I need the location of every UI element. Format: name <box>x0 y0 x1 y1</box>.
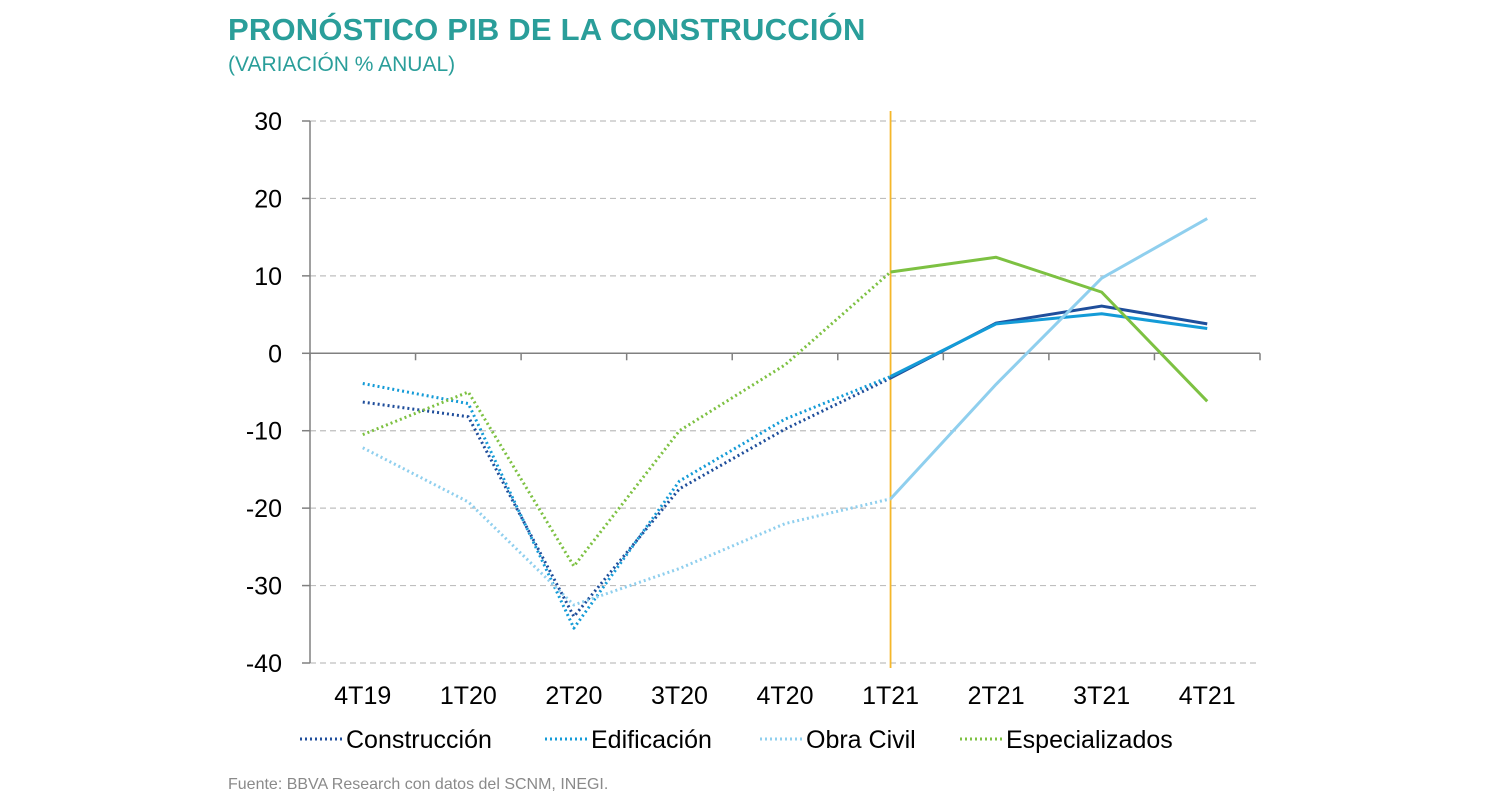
y-tick-label: -30 <box>246 573 282 601</box>
x-tick-label: 1T20 <box>440 682 497 710</box>
legend-label: Construcción <box>346 726 492 754</box>
legend-label: Edificación <box>591 726 712 754</box>
legend-label: Obra Civil <box>806 726 916 754</box>
y-tick-label: -40 <box>246 650 282 678</box>
x-tick-labels: 4T19 1T20 2T20 3T20 4T20 1T21 2T21 3T21 4T21 <box>334 682 1235 710</box>
x-tick-label: 4T20 <box>757 682 814 710</box>
y-tick-labels: 30 20 10 0 -10 -20 -30 -40 <box>246 108 282 678</box>
series-especializados-historical <box>362 270 892 568</box>
x-tick-label: 3T20 <box>651 682 708 710</box>
x-tick-label: 2T21 <box>968 682 1025 710</box>
series-especializados-forecast <box>890 255 1209 403</box>
x-tick-label: 1T21 <box>862 682 919 710</box>
x-tick-label: 2T20 <box>545 682 602 710</box>
series-edificacion-forecast <box>889 312 1208 378</box>
source-note: Fuente: BBVA Research con datos del SCNM… <box>228 776 609 793</box>
axes <box>302 111 1261 668</box>
series-construccion-historical <box>362 376 892 619</box>
chart-subtitle: (VARIACIÓN % ANUAL) <box>228 53 456 76</box>
chart-title: PRONÓSTICO PIB DE LA CONSTRUCCIÓN <box>228 12 866 47</box>
legend: Construcción Edificación Obra Civil Especia… <box>300 726 1173 754</box>
series-obra-civil-historical <box>362 446 891 607</box>
x-tick-label: 4T21 <box>1179 682 1236 710</box>
x-tick-label: 4T19 <box>334 682 391 710</box>
series-construccion-forecast <box>889 304 1208 380</box>
y-tick-label: -10 <box>246 418 282 446</box>
line-chart: 30 20 10 0 -10 -20 -30 -40 4T19 1T20 2T20 3T20 4T20… <box>246 108 1261 754</box>
x-tick-label: 3T21 <box>1073 682 1130 710</box>
y-tick-label: 10 <box>254 263 282 291</box>
y-tick-label: 0 <box>268 340 282 368</box>
y-tick-label: 30 <box>254 108 282 136</box>
series-edificacion-historical <box>362 375 892 630</box>
series-obra-civil-forecast <box>889 217 1208 500</box>
y-tick-label: 20 <box>254 185 282 213</box>
y-tick-label: -20 <box>246 495 282 523</box>
legend-label: Especializados <box>1006 726 1173 754</box>
grid-lines <box>310 120 1260 664</box>
series-lines <box>362 217 1209 630</box>
